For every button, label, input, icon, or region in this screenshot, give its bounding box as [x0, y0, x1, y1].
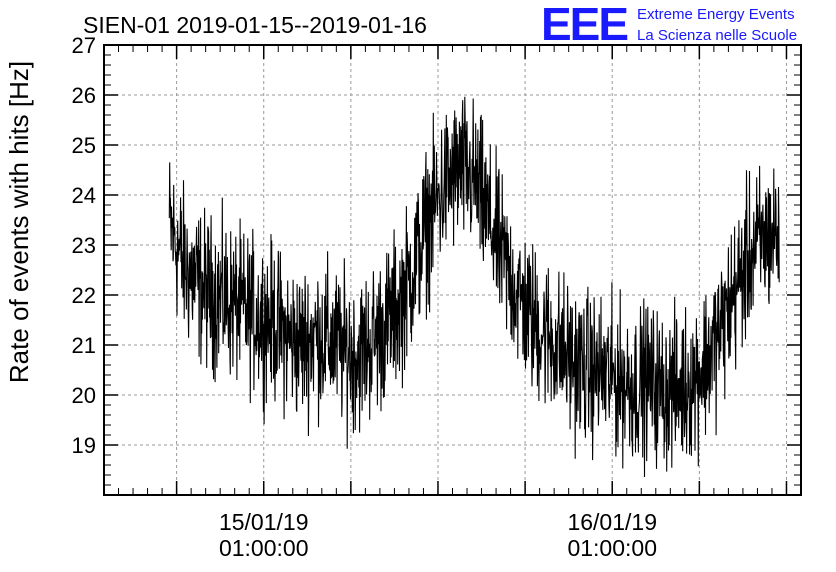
y-tick-label: 21: [72, 333, 96, 358]
y-tick-label: 26: [72, 83, 96, 108]
plot-frame: [103, 44, 802, 496]
y-tick-label: 20: [72, 383, 96, 408]
logo-mark: EEE: [541, 0, 627, 50]
y-tick-label: 23: [72, 233, 96, 258]
x-tick-label-time: 01:00:00: [567, 535, 657, 561]
y-tick-label: 24: [72, 183, 96, 208]
y-axis-label: Rate of events with hits [Hz]: [4, 61, 34, 383]
eee-logo: EEE Extreme Energy Events La Scienza nel…: [541, 0, 797, 50]
y-tick-labels: 19 20 21 22 23 24 25 26 27: [72, 33, 96, 458]
y-tick-label: 19: [72, 433, 96, 458]
chart-title: SIEN-01 2019-01-15--2019-01-16: [83, 12, 427, 38]
x-tick-label-date: 16/01/19: [567, 509, 657, 535]
ticks-group: [104, 44, 801, 496]
y-tick-label: 25: [72, 133, 96, 158]
x-tick-label-time: 01:00:00: [219, 535, 309, 561]
series-group: [168, 96, 780, 478]
series-line: [168, 96, 780, 478]
y-tick-label: 27: [72, 33, 96, 58]
logo-line-2: La Scienza nelle Scuole: [637, 27, 797, 44]
y-tick-label: 22: [72, 283, 96, 308]
logo-line-1: Extreme Energy Events: [637, 6, 795, 23]
x-tick-label-date: 15/01/19: [219, 509, 309, 535]
